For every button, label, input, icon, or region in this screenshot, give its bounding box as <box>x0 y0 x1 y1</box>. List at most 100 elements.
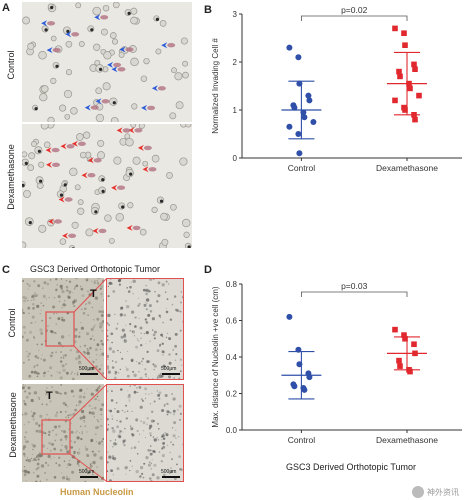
tissue-speck <box>174 332 178 336</box>
tissue-speck <box>128 399 130 401</box>
tissue-speck <box>26 283 29 285</box>
tissue-speck <box>48 296 50 299</box>
scale-bar-control-zoom <box>162 373 180 375</box>
tissue-speck <box>162 442 165 445</box>
pore-cell <box>23 189 31 198</box>
tissue-speck <box>86 388 88 390</box>
pore-cell <box>140 75 148 82</box>
tissue-speck <box>84 307 87 310</box>
tissue-speck <box>120 388 123 391</box>
tissue-speck <box>148 427 152 430</box>
tissue-speck <box>124 411 126 413</box>
tissue-speck <box>57 425 61 428</box>
tissue-speck <box>111 390 113 392</box>
tissue-speck <box>36 474 40 478</box>
tissue-speck <box>91 407 93 410</box>
tissue-speck <box>175 437 177 439</box>
transwell-dexamethasone-cells <box>22 124 192 248</box>
tissue-speck <box>60 356 63 359</box>
tissue-speck <box>143 462 146 465</box>
tissue-speck <box>107 354 110 358</box>
tissue-speck <box>91 306 93 309</box>
tissue-speck <box>95 441 98 443</box>
tissue-speck <box>149 432 152 435</box>
y-axis-label: Normalized Invading Cell # <box>211 38 220 134</box>
tissue-speck <box>97 478 100 480</box>
tissue-speck <box>150 449 152 451</box>
tissue-speck <box>119 420 122 423</box>
tissue-speck <box>114 313 116 315</box>
tissue-speck <box>120 306 124 310</box>
tissue-speck <box>92 460 96 465</box>
invading-cell <box>64 197 73 202</box>
tissue-speck <box>24 390 27 393</box>
tissue-speck <box>28 392 31 395</box>
tissue-speck <box>36 462 40 466</box>
tissue-speck <box>90 392 94 396</box>
tissue-speck <box>52 429 54 432</box>
tissue-speck <box>156 377 159 379</box>
tissue-speck <box>133 390 137 394</box>
pore-cell <box>31 141 37 147</box>
tissue-speck <box>135 345 139 349</box>
pore-cell <box>22 151 28 158</box>
tissue-speck <box>108 324 110 326</box>
tissue-speck <box>71 371 73 373</box>
tissue-speck <box>38 454 42 458</box>
tissue-speck <box>135 361 138 363</box>
tissue-speck <box>64 410 67 413</box>
tissue-speck <box>49 354 53 358</box>
tissue-speck <box>95 365 98 368</box>
tissue-dexamethasone-zoom-texture <box>107 385 183 481</box>
data-point <box>296 150 303 157</box>
tissue-speck <box>94 296 98 300</box>
arrowhead-icon <box>65 31 72 38</box>
tissue-speck <box>137 304 140 307</box>
tissue-speck <box>96 343 100 347</box>
pore-cell <box>70 107 78 115</box>
tissue-speck <box>65 438 68 441</box>
tissue-speck <box>138 317 140 320</box>
pore-cell <box>95 87 103 95</box>
pore-cell <box>40 124 49 130</box>
tissue-speck <box>89 464 93 468</box>
data-point <box>306 97 313 104</box>
tissue-speck <box>76 462 79 465</box>
tissue-speck <box>125 473 127 475</box>
tissue-speck <box>61 290 65 294</box>
pore-cell <box>118 51 125 58</box>
tissue-speck <box>116 467 120 471</box>
tissue-speck <box>70 440 73 442</box>
tissue-speck <box>99 287 102 290</box>
tissue-speck <box>135 419 138 422</box>
pore-cell <box>22 241 27 248</box>
tissue-speck <box>146 360 150 364</box>
tissue-speck <box>26 355 30 358</box>
tissue-speck <box>88 404 91 407</box>
tissue-speck <box>157 394 160 397</box>
arrowhead-icon <box>111 66 118 73</box>
invading-cell <box>122 128 131 133</box>
tissue-speck <box>99 348 102 351</box>
tissue-speck <box>31 414 35 418</box>
pore-cell <box>109 32 117 39</box>
tissue-speck <box>111 360 114 362</box>
tissue-speck <box>27 288 29 290</box>
tissue-control-overview-texture <box>22 278 104 380</box>
tissue-speck <box>50 330 54 334</box>
pore-cell <box>182 60 189 67</box>
dark-cell <box>127 11 131 15</box>
tissue-speck <box>54 332 56 334</box>
tissue-speck <box>119 313 123 317</box>
panel-d-caption: GSC3 Derived Orthotopic Tumor <box>286 462 417 472</box>
tissue-speck <box>46 282 50 286</box>
y-tick-label: 1 <box>233 106 238 115</box>
tissue-speck <box>122 439 126 443</box>
pore-cell <box>27 42 35 50</box>
pore-cell <box>77 207 85 215</box>
dark-cell <box>50 5 54 10</box>
tissue-speck <box>116 425 119 429</box>
tissue-speck <box>158 374 160 376</box>
tissue-speck <box>148 393 150 395</box>
scale-bar-dexa-zoom <box>162 476 180 478</box>
